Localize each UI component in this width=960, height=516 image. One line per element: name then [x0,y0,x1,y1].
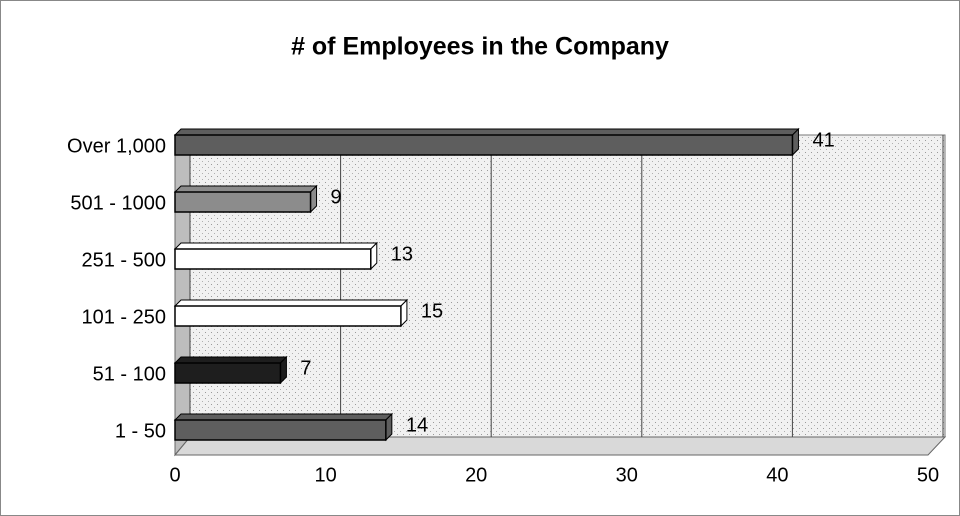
bar [174,134,794,156]
x-tick-label: 20 [465,464,487,486]
back-wall [189,134,946,438]
y-tick-label: 501 - 1000 [70,192,166,214]
bar-top [173,128,800,136]
bar-top [173,413,394,421]
bar-top [173,185,318,193]
y-tick-label: 101 - 250 [81,306,166,328]
y-tick-label: 1 - 50 [115,420,166,442]
data-label: 15 [421,300,443,322]
bar-top [173,356,288,364]
data-label: 13 [391,243,413,265]
bar-top [173,242,378,250]
data-label: 14 [406,414,428,436]
bar-top [173,299,409,307]
x-tick-label: 30 [616,464,638,486]
data-label: 9 [331,186,342,208]
side-wall [174,133,191,457]
bar [174,191,312,213]
y-tick-label: 51 - 100 [93,363,166,385]
x-tick-label: 0 [169,464,180,486]
y-tick-label: Over 1,000 [67,135,166,157]
bar [174,419,387,441]
chart-title: # of Employees in the Company [291,33,669,61]
floor [173,436,947,456]
bar [174,362,282,384]
data-label: 41 [812,129,834,151]
x-tick-label: 40 [766,464,788,486]
bar [174,305,402,327]
x-tick-label: 10 [314,464,336,486]
y-tick-label: 251 - 500 [81,249,166,271]
bar [174,248,372,270]
data-label: 7 [300,357,311,379]
x-tick-label: 50 [917,464,939,486]
